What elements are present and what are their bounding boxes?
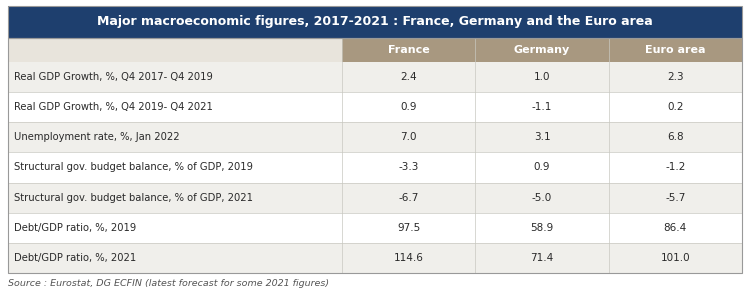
Text: 101.0: 101.0	[661, 253, 690, 263]
Text: 6.8: 6.8	[667, 132, 684, 142]
Bar	[342, 38, 476, 62]
Text: -6.7: -6.7	[398, 193, 418, 203]
Text: -1.2: -1.2	[665, 162, 686, 173]
Text: 86.4: 86.4	[664, 223, 687, 233]
Text: 71.4: 71.4	[530, 253, 554, 263]
Text: Germany: Germany	[514, 45, 570, 55]
Text: Debt/GDP ratio, %, 2021: Debt/GDP ratio, %, 2021	[14, 253, 136, 263]
Text: 0.2: 0.2	[667, 102, 683, 112]
Text: -3.3: -3.3	[398, 162, 418, 173]
Text: 7.0: 7.0	[400, 132, 417, 142]
Text: 1.0: 1.0	[534, 72, 550, 82]
Text: 114.6: 114.6	[394, 253, 424, 263]
Text: 58.9: 58.9	[530, 223, 554, 233]
Bar	[609, 38, 742, 62]
Text: France: France	[388, 45, 430, 55]
Text: Debt/GDP ratio, %, 2019: Debt/GDP ratio, %, 2019	[14, 223, 136, 233]
Text: Real GDP Growth, %, Q4 2017- Q4 2019: Real GDP Growth, %, Q4 2017- Q4 2019	[14, 72, 213, 82]
Text: 3.1: 3.1	[534, 132, 550, 142]
Text: Real GDP Growth, %, Q4 2019- Q4 2021: Real GDP Growth, %, Q4 2019- Q4 2021	[14, 102, 213, 112]
Text: 2.4: 2.4	[400, 72, 417, 82]
Text: 2.3: 2.3	[667, 72, 684, 82]
Text: 97.5: 97.5	[397, 223, 420, 233]
Bar	[8, 38, 342, 62]
Text: -1.1: -1.1	[532, 102, 552, 112]
Text: Structural gov. budget balance, % of GDP, 2019: Structural gov. budget balance, % of GDP…	[14, 162, 253, 173]
Text: Euro area: Euro area	[645, 45, 706, 55]
Text: Structural gov. budget balance, % of GDP, 2021: Structural gov. budget balance, % of GDP…	[14, 193, 253, 203]
Text: Major macroeconomic figures, 2017-2021 : France, Germany and the Euro area: Major macroeconomic figures, 2017-2021 :…	[98, 15, 652, 29]
Text: 0.9: 0.9	[534, 162, 550, 173]
Text: Unemployment rate, %, Jan 2022: Unemployment rate, %, Jan 2022	[14, 132, 180, 142]
Text: -5.0: -5.0	[532, 193, 552, 203]
Text: Source : Eurostat, DG ECFIN (latest forecast for some 2021 figures): Source : Eurostat, DG ECFIN (latest fore…	[8, 279, 329, 288]
Text: 0.9: 0.9	[400, 102, 417, 112]
Text: -5.7: -5.7	[665, 193, 686, 203]
Bar	[476, 38, 609, 62]
